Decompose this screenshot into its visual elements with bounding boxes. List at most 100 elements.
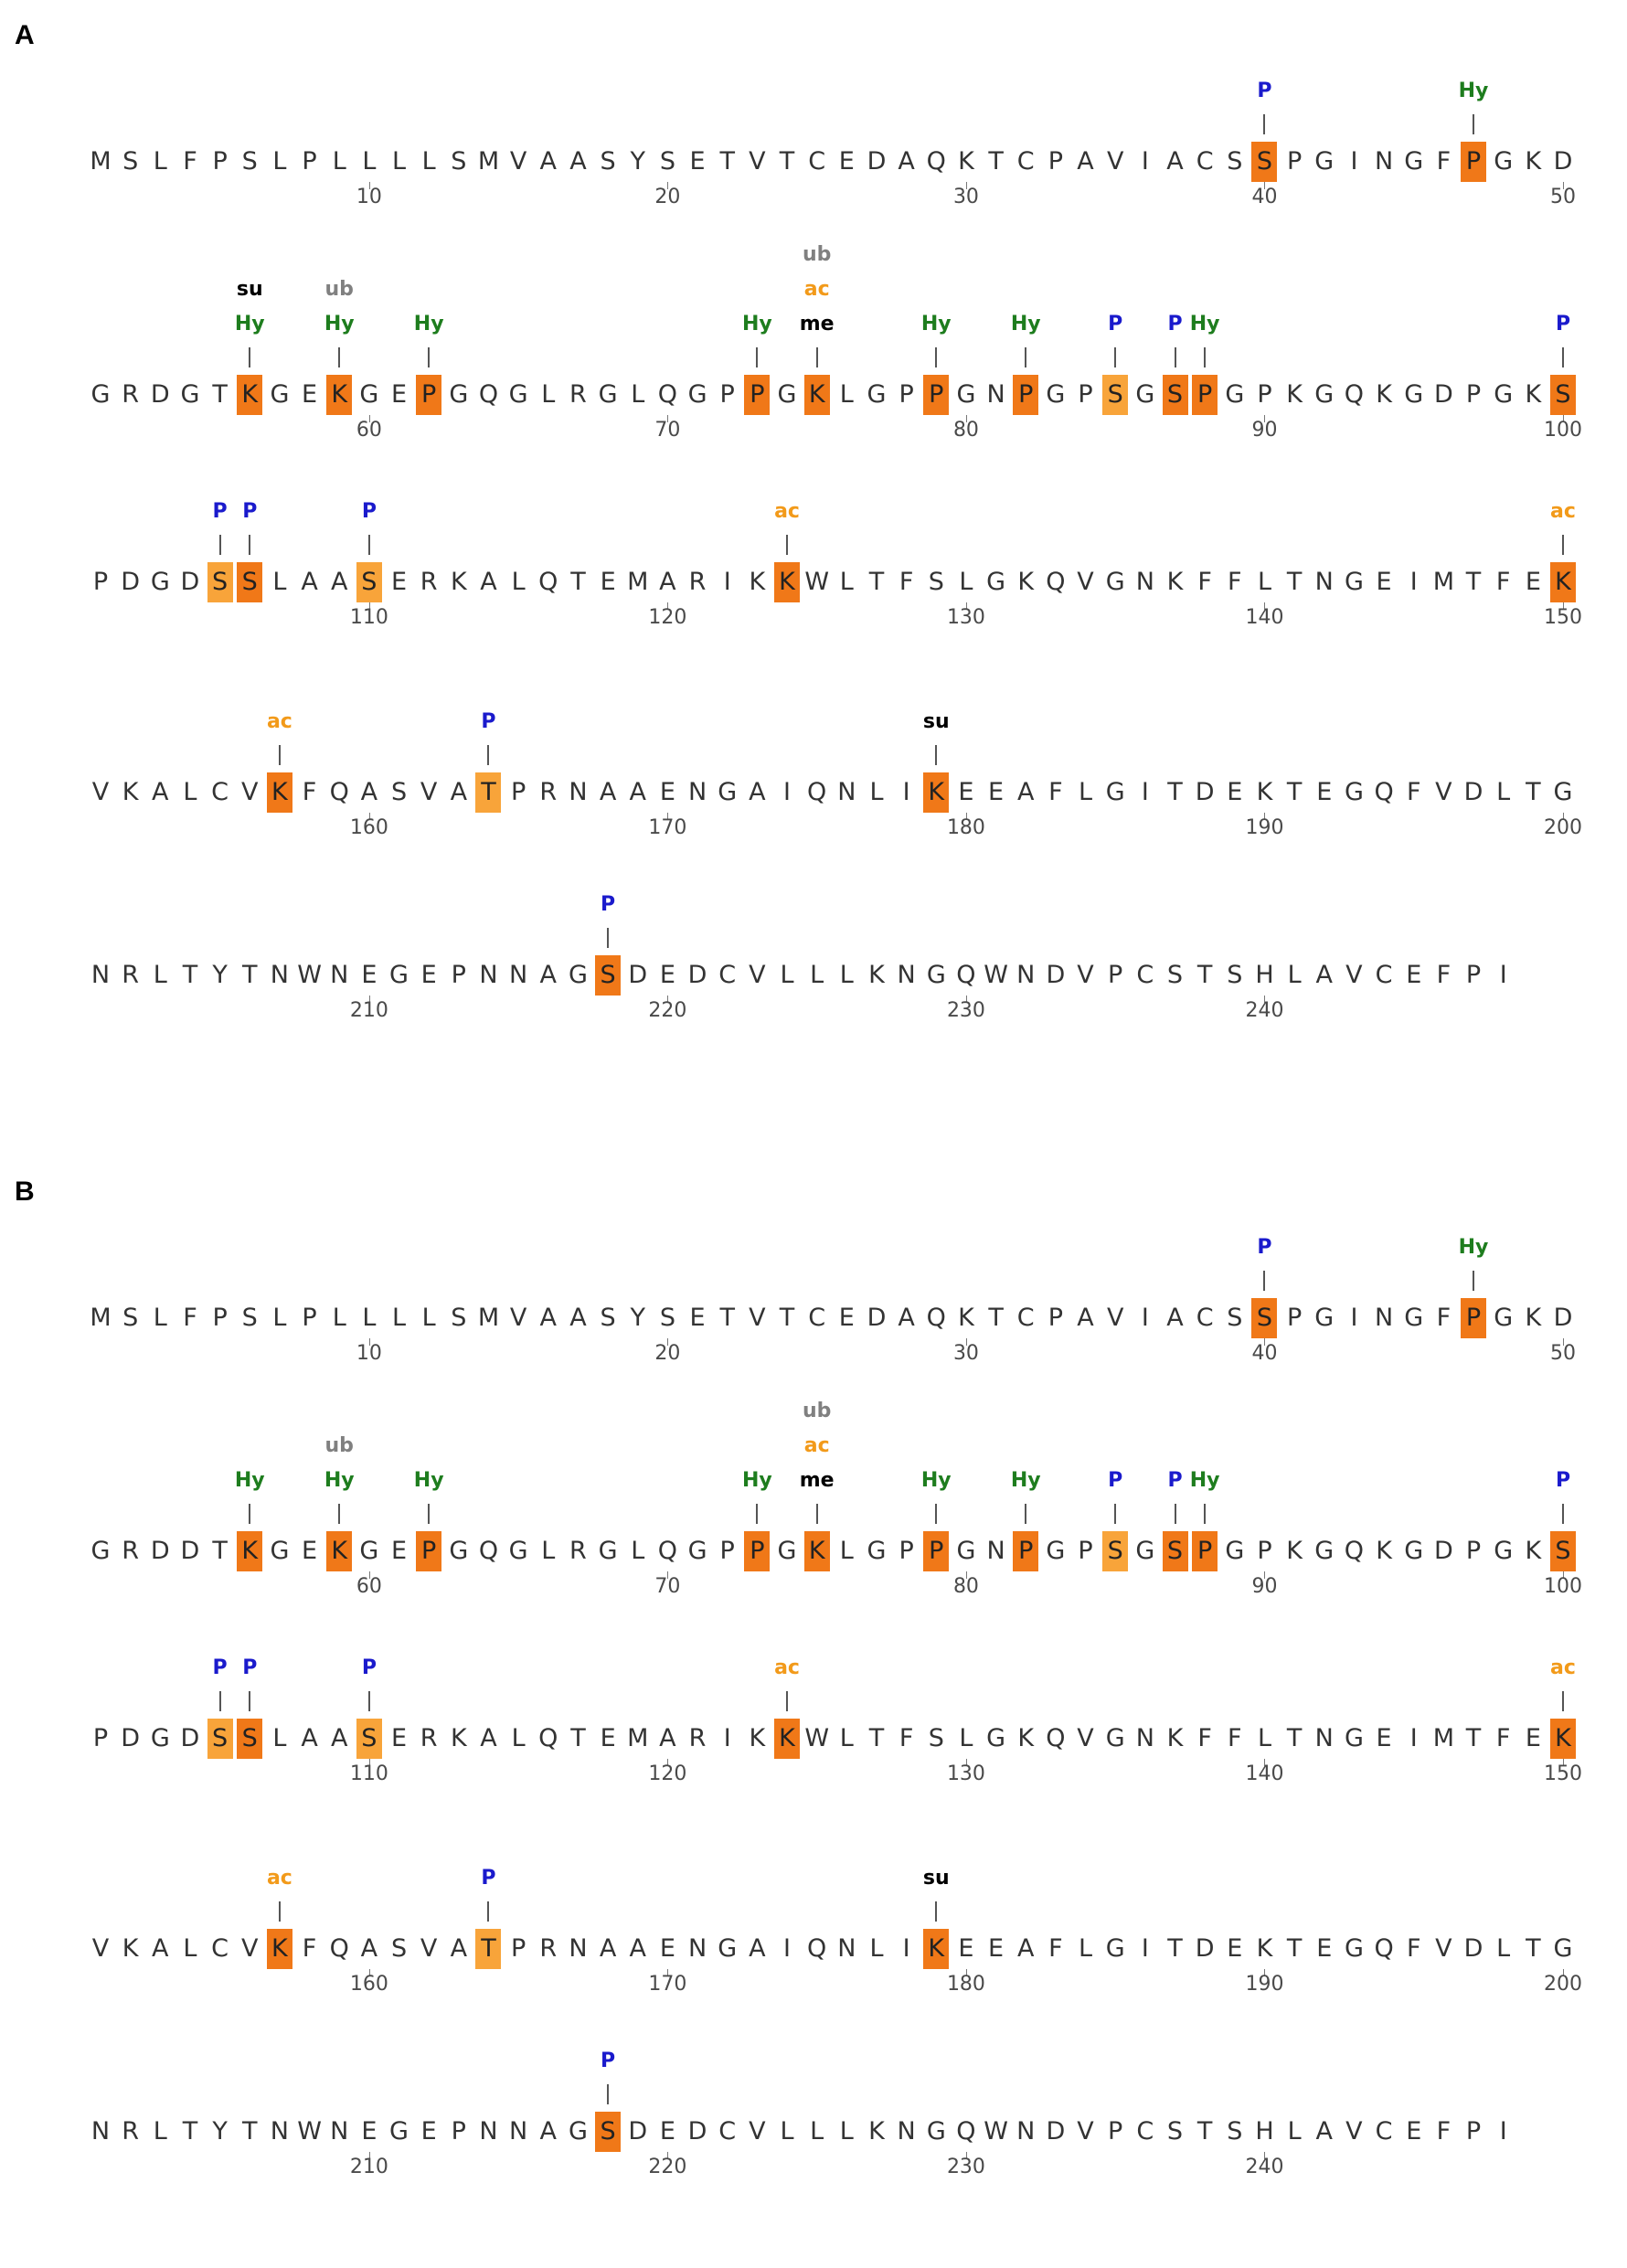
residue: E [420,2117,437,2146]
residue: G [867,380,887,409]
modification-connector [218,535,221,555]
residue: F [1436,1304,1452,1332]
residue: L [272,147,287,176]
residue: S [451,1304,467,1332]
residue: T [988,147,1004,176]
residue: P [1078,380,1093,409]
residue: E [659,961,675,989]
modification-label: Hy [920,1469,952,1492]
residue: I [902,1934,910,1963]
tick-label: 30 [952,186,979,208]
residue: D [180,1724,200,1752]
residue: E [1525,1724,1541,1752]
residue: K [122,778,139,806]
residue: G [1494,147,1514,176]
modified-residue: S [207,562,233,602]
residue: A [629,778,646,806]
residue: I [1141,1934,1149,1963]
residue: A [599,1934,617,1963]
residue: E [1376,1724,1392,1752]
modified-residue: S [1102,375,1129,415]
modified-residue: K [803,1531,830,1571]
residue: D [1553,1304,1573,1332]
tick-label: 210 [349,2156,388,2178]
residue: N [479,961,498,989]
residue: T [868,1724,885,1752]
residue: A [301,1724,318,1752]
tick-mark [1563,1571,1564,1579]
modified-residue: K [923,772,950,813]
tick-label: 100 [1544,1575,1582,1598]
modification-connector [1174,1504,1176,1524]
residue: D [867,147,887,176]
modification-label: Hy [234,313,265,335]
modification-label: Hy [324,313,355,335]
modification-connector [607,928,610,948]
panel-label: B [15,1177,35,1207]
residue: G [1314,1537,1335,1565]
residue: D [867,1304,887,1332]
residue: S [600,147,616,176]
residue: L [839,1537,854,1565]
residue: T [988,1304,1004,1332]
residue: V [420,778,438,806]
tick-mark [667,602,669,610]
modification-connector [935,1901,938,1922]
residue: A [480,568,497,596]
residue: D [1195,778,1215,806]
residue: L [839,2117,854,2146]
residue: Q [1046,1724,1066,1752]
modification-label: ac [803,1434,830,1457]
residue: E [600,1724,616,1752]
residue: M [90,147,112,176]
tick-mark [368,415,370,422]
residue: L [541,1537,556,1565]
modified-residue: S [207,1719,233,1759]
residue: A [569,1304,587,1332]
residue: V [1077,568,1094,596]
residue: K [122,1934,139,1963]
tick-label: 70 [654,419,681,442]
residue: G [598,1537,618,1565]
tick-mark [1264,813,1266,820]
residue: L [153,2117,167,2146]
residue: N [90,961,111,989]
residue: T [1286,1724,1303,1752]
residue: Q [807,1934,827,1963]
modified-residue: P [923,375,950,415]
modification-connector [1562,1504,1564,1524]
tick-label: 180 [946,816,985,839]
modification-label: P [1555,313,1571,335]
modification-connector [935,347,938,367]
tick-mark [667,182,669,189]
tick-mark [1264,182,1266,189]
residue: F [1495,568,1511,596]
modification-label: ac [1550,1656,1576,1679]
residue: P [1465,380,1482,409]
residue: E [689,147,706,176]
residue: G [1404,1537,1424,1565]
residue: E [361,961,378,989]
residue: D [1046,2117,1066,2146]
residue: S [659,147,675,176]
residue: R [569,1537,587,1565]
residue: P [1108,2117,1123,2146]
residue: G [150,1724,170,1752]
residue: F [1406,778,1421,806]
residue: N [330,961,349,989]
residue: Q [1046,568,1066,596]
modification-connector [1473,1271,1475,1291]
tick-label: 240 [1245,2156,1284,2178]
residue: P [899,1537,914,1565]
residue: R [122,1537,140,1565]
modification-label: ac [774,1656,800,1679]
residue: D [1553,147,1573,176]
residue: S [390,778,408,806]
residue: K [749,568,766,596]
residue: H [1255,2117,1274,2146]
modification-connector [1473,114,1475,134]
residue: G [687,1537,707,1565]
residue: A [539,147,558,176]
residue: L [272,568,287,596]
residue: E [1316,1934,1333,1963]
